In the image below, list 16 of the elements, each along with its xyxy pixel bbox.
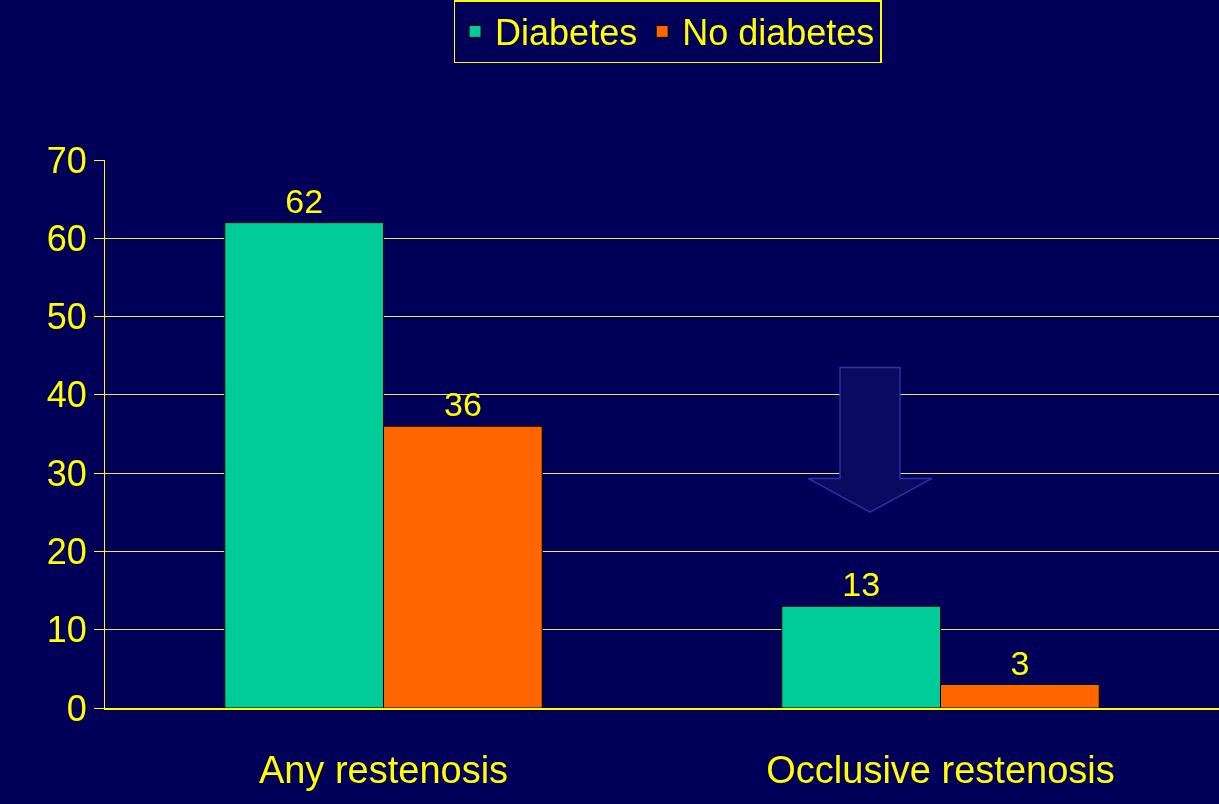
x-tick-label: Occlusive restenosis (766, 749, 1115, 792)
y-tick-label: 50 (46, 296, 87, 338)
data-label: 13 (842, 565, 881, 604)
legend-label: No diabetes (682, 12, 875, 54)
data-label: 3 (1010, 643, 1030, 682)
y-tick-label: 70 (46, 139, 87, 181)
x-tick-label: Any restenosis (258, 749, 509, 792)
legend-label: Diabetes (495, 12, 638, 54)
y-tick-label: 10 (46, 609, 87, 651)
y-tick-label: 30 (46, 452, 87, 494)
y-tick-label: 20 (46, 531, 87, 573)
y-tick-label: 0 (66, 687, 87, 729)
data-label: 36 (443, 385, 482, 424)
y-tick-label: 40 (46, 374, 87, 416)
data-label: 62 (285, 181, 324, 220)
y-tick-label: 60 (46, 217, 87, 259)
